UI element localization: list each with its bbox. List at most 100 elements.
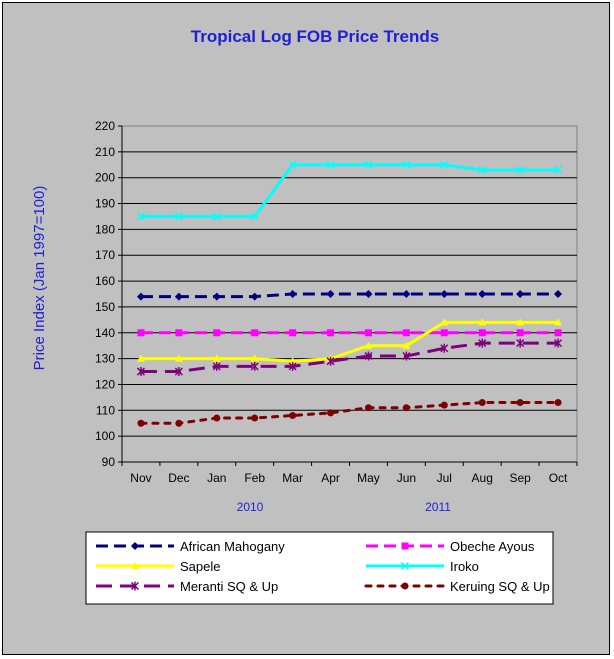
series-meranti-sq-up bbox=[136, 338, 563, 377]
data-point-african-mahogany bbox=[326, 290, 335, 298]
legend-marker bbox=[131, 542, 139, 550]
data-point-keruing-sq-up bbox=[478, 399, 486, 407]
y-tick-label: 210 bbox=[95, 145, 115, 159]
y-axis: 90 100 110 120 130 140 150 160 170 180 190 200 210 22… bbox=[95, 119, 123, 469]
series-line-iroko bbox=[140, 163, 559, 218]
y-tick-label: 140 bbox=[95, 326, 115, 340]
data-point-meranti-sq-up bbox=[440, 343, 449, 353]
legend-items: African Mahogany Obeche Ayous Sapele Iroko M… bbox=[96, 539, 550, 594]
data-point-iroko bbox=[174, 212, 183, 221]
y-tick-label: 160 bbox=[95, 274, 115, 288]
year-label-2011: 2011 bbox=[425, 500, 451, 514]
legend-marker bbox=[401, 542, 409, 550]
data-point-african-mahogany bbox=[250, 292, 259, 301]
legend-item-keruing-sq-up: Keruing SQ & Up bbox=[364, 579, 550, 594]
data-point-keruing-sq-up bbox=[364, 404, 372, 412]
data-point-african-mahogany bbox=[212, 292, 221, 301]
data-point-keruing-sq-up bbox=[402, 404, 410, 412]
data-point-sapele bbox=[554, 318, 563, 326]
x-tick-label: May bbox=[357, 471, 380, 485]
data-point-keruing-sq-up bbox=[554, 399, 562, 407]
legend-label: Iroko bbox=[450, 559, 479, 574]
y-tick-label: 120 bbox=[95, 377, 115, 391]
data-point-obeche-ayous bbox=[402, 329, 410, 337]
data-point-african-mahogany bbox=[364, 290, 373, 298]
data-point-sapele bbox=[212, 354, 221, 362]
data-point-iroko bbox=[516, 165, 525, 174]
x-tick-label: Jan bbox=[207, 471, 226, 485]
legend-item-iroko: Iroko bbox=[366, 559, 479, 574]
legend-item-obeche-ayous: Obeche Ayous bbox=[366, 539, 535, 554]
data-point-obeche-ayous bbox=[440, 329, 448, 337]
legend-item-sapele: Sapele bbox=[96, 559, 220, 574]
data-point-sapele bbox=[174, 354, 183, 362]
legend-label: Keruing SQ & Up bbox=[450, 579, 550, 594]
data-point-keruing-sq-up bbox=[440, 401, 448, 409]
data-point-meranti-sq-up bbox=[516, 338, 525, 348]
data-point-obeche-ayous bbox=[364, 329, 372, 337]
y-tick-label: 110 bbox=[96, 403, 115, 417]
legend-item-meranti-sq-up: Meranti SQ & Up bbox=[96, 579, 278, 594]
y-tick-label: 90 bbox=[102, 455, 116, 469]
data-point-keruing-sq-up bbox=[213, 414, 221, 422]
y-tick-label: 200 bbox=[95, 171, 115, 185]
legend-item-african-mahogany: African Mahogany bbox=[96, 539, 285, 554]
data-point-african-mahogany bbox=[136, 292, 145, 301]
data-point-obeche-ayous bbox=[175, 329, 183, 337]
data-point-obeche-ayous bbox=[327, 329, 335, 337]
data-point-keruing-sq-up bbox=[289, 411, 297, 419]
data-point-african-mahogany bbox=[440, 290, 449, 298]
data-point-iroko bbox=[478, 165, 487, 174]
data-point-iroko bbox=[288, 160, 297, 169]
data-point-african-mahogany bbox=[174, 292, 183, 301]
series-line-sapele bbox=[140, 320, 559, 363]
y-tick-label: 220 bbox=[95, 119, 115, 133]
y-axis-label: Price Index (Jan 1997=100) bbox=[31, 186, 48, 371]
data-point-meranti-sq-up bbox=[478, 338, 487, 348]
data-point-obeche-ayous bbox=[251, 329, 259, 337]
x-tick-label: Jul bbox=[437, 471, 452, 485]
data-point-sapele bbox=[364, 341, 373, 349]
series-african-mahogany bbox=[136, 290, 563, 301]
legend-marker bbox=[401, 582, 409, 590]
legend-marker bbox=[400, 561, 410, 571]
series-line-keruing-sq-up bbox=[139, 401, 560, 425]
data-point-iroko bbox=[326, 160, 335, 169]
data-point-sapele bbox=[516, 318, 525, 326]
data-point-obeche-ayous bbox=[478, 329, 486, 337]
data-point-african-mahogany bbox=[516, 290, 525, 298]
data-point-obeche-ayous bbox=[554, 329, 562, 337]
data-point-keruing-sq-up bbox=[516, 399, 524, 407]
data-point-iroko bbox=[402, 160, 411, 169]
series-obeche-ayous bbox=[137, 329, 562, 337]
data-point-african-mahogany bbox=[402, 290, 411, 298]
x-axis: Nov Dec Jan Feb Mar Apr May Jun Jul Aug Sep Oct bbox=[121, 461, 578, 485]
data-point-iroko bbox=[440, 160, 449, 169]
data-point-iroko bbox=[212, 212, 221, 221]
series-sapele bbox=[136, 318, 563, 365]
legend-label: African Mahogany bbox=[180, 539, 285, 554]
data-point-meranti-sq-up bbox=[250, 361, 259, 371]
series-iroko bbox=[136, 160, 563, 221]
series-line-african-mahogany bbox=[140, 292, 559, 299]
data-point-obeche-ayous bbox=[213, 329, 221, 337]
y-tick-label: 170 bbox=[95, 248, 115, 262]
data-point-obeche-ayous bbox=[137, 329, 145, 337]
data-point-obeche-ayous bbox=[516, 329, 524, 337]
data-point-meranti-sq-up bbox=[212, 361, 221, 371]
data-point-keruing-sq-up bbox=[175, 419, 183, 427]
data-point-meranti-sq-up bbox=[326, 356, 335, 366]
data-point-sapele bbox=[136, 354, 145, 362]
data-point-keruing-sq-up bbox=[251, 414, 259, 422]
y-tick-label: 100 bbox=[95, 429, 115, 443]
data-point-african-mahogany bbox=[288, 290, 297, 298]
data-point-iroko bbox=[250, 212, 259, 221]
data-point-obeche-ayous bbox=[289, 329, 297, 337]
data-point-sapele bbox=[250, 354, 259, 362]
x-tick-label: Nov bbox=[130, 471, 151, 485]
data-point-meranti-sq-up bbox=[288, 361, 297, 371]
year-label-2010: 2010 bbox=[237, 500, 264, 514]
y-tick-label: 190 bbox=[95, 197, 115, 211]
x-tick-label: Feb bbox=[244, 471, 265, 485]
